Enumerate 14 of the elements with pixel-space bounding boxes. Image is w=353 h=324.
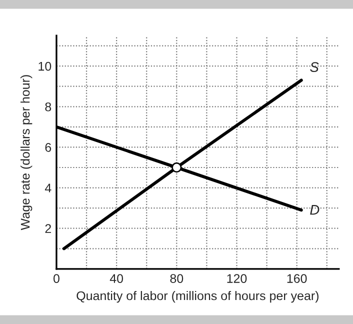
series-label: D	[310, 205, 320, 215]
x-axis-title: Quantity of labor (millions of hours per year)	[76, 290, 318, 303]
series-label: S	[310, 62, 319, 72]
y-tick-label: 6	[45, 143, 52, 152]
y-tick-label: 4	[44, 184, 52, 192]
x-tick-label: 80	[170, 274, 184, 283]
y-axis-title: Wage rate (dollars per hour)	[20, 75, 32, 230]
y-tick-label: 8	[45, 102, 52, 112]
y-tick-label: 2	[45, 224, 51, 233]
x-tick-label: 40	[110, 274, 124, 283]
x-tick-label: 160	[287, 274, 307, 283]
x-tick-label: 0	[53, 274, 60, 283]
y-tick-label: 10	[38, 62, 52, 71]
x-tick-label: 120	[227, 274, 247, 283]
